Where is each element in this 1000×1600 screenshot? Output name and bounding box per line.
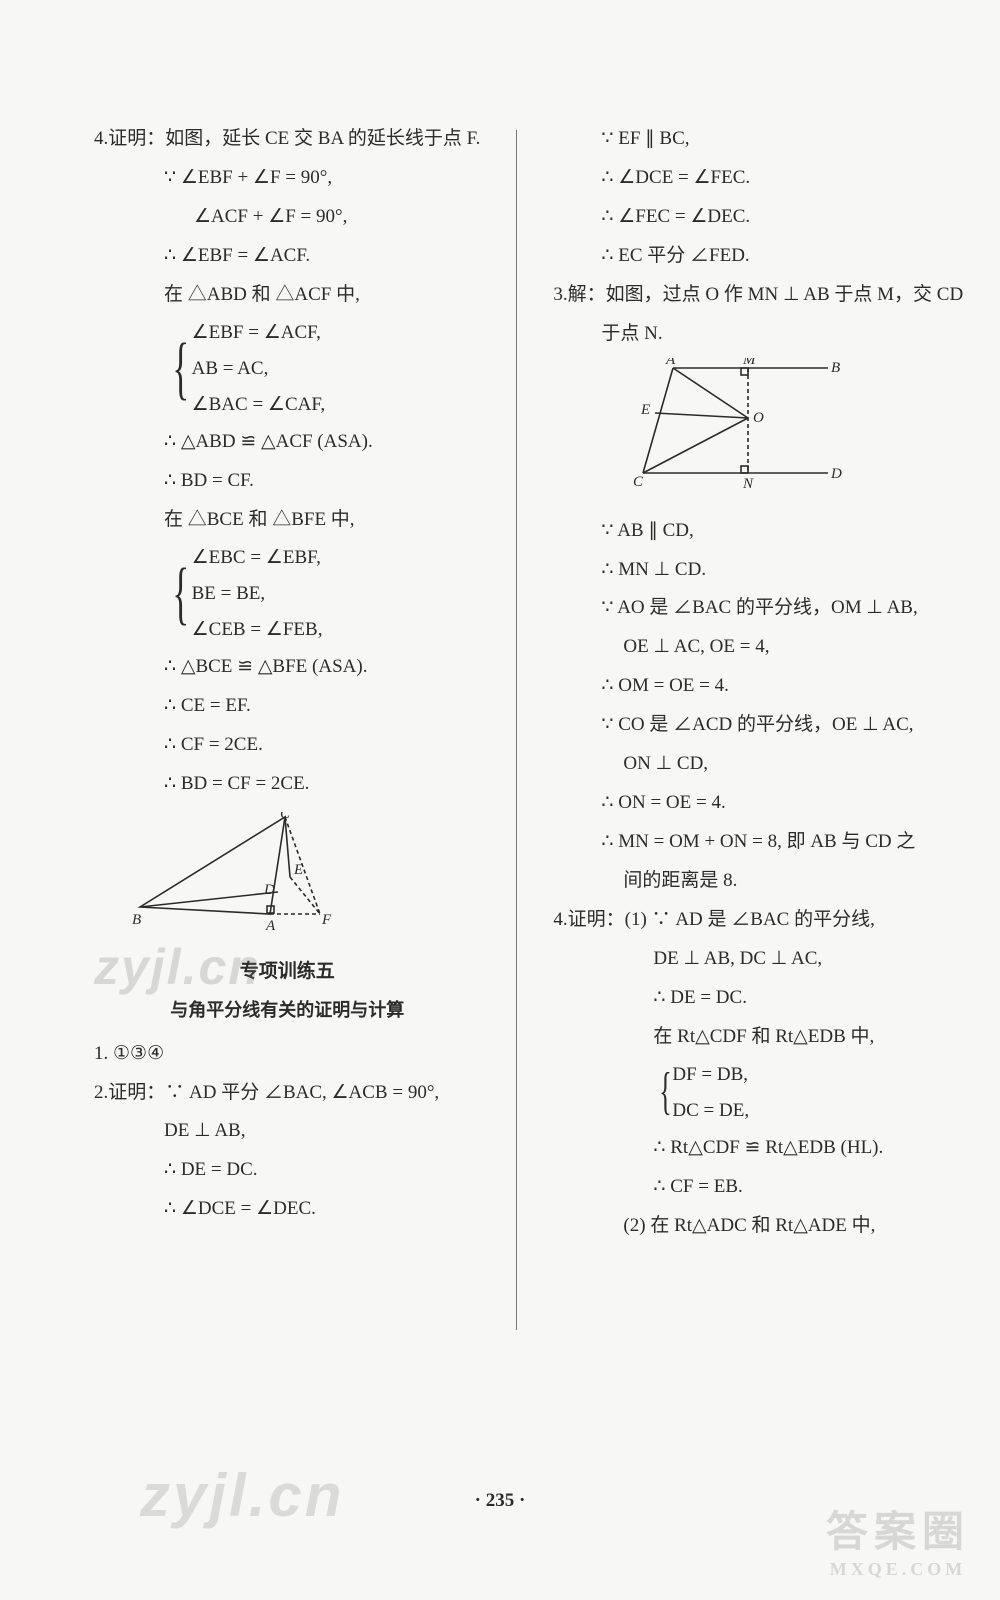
text-line: ∴ BD = CF. (94, 462, 480, 501)
text-line: ∴ MN = OM + ON = 8, 即 AB 与 CD 之 (553, 823, 963, 862)
text-line: ∠ACF + ∠F = 90°, (94, 198, 480, 237)
svg-text:C: C (280, 812, 291, 822)
text-line: ∴ ∠FEC = ∠DEC. (553, 198, 963, 237)
text-line: ∵ CO 是 ∠ACD 的平分线，OE ⊥ AC, (553, 706, 963, 745)
left-brace-icon: { (172, 315, 189, 423)
text-line: (2) 在 Rt△ADC 和 Rt△ADE 中, (553, 1207, 963, 1246)
text-line: ∴ EC 平分 ∠FED. (553, 237, 963, 276)
text-line: 2.证明：∵ AD 平分 ∠BAC, ∠ACB = 90°, (94, 1074, 480, 1113)
geometry-figure-left: B A F C D E (130, 812, 480, 947)
left-brace-icon: { (660, 1057, 672, 1129)
text-line: 于点 N. (553, 315, 963, 354)
text-line: 在 △BCE 和 △BFE 中, (94, 501, 480, 540)
brace-group: { ∠EBF = ∠ACF, AB = AC, ∠BAC = ∠CAF, (164, 315, 480, 423)
section-subheading: 与角平分线有关的证明与计算 (94, 992, 480, 1029)
text-line: ∴ ∠DCE = ∠DEC. (94, 1190, 480, 1229)
text-line: ∴ △BCE ≌ △BFE (ASA). (94, 648, 480, 687)
text-line: ∵ AB ∥ CD, (553, 512, 963, 551)
page: 4.证明：如图，延长 CE 交 BA 的延长线于点 F. ∵ ∠EBF + ∠F… (0, 0, 1000, 1600)
right-column: ∵ EF ∥ BC, ∴ ∠DCE = ∠FEC. ∴ ∠FEC = ∠DEC.… (553, 120, 963, 1540)
column-divider (516, 130, 517, 1330)
svg-text:O: O (753, 410, 764, 426)
text-line: ∴ △ABD ≌ △ACF (ASA). (94, 423, 480, 462)
brace-group: { DF = DB, DC = DE, (653, 1057, 963, 1129)
svg-text:E: E (640, 402, 650, 418)
text-line: ∵ AO 是 ∠BAC 的平分线，OM ⊥ AB, (553, 589, 963, 628)
svg-text:C: C (633, 474, 644, 490)
text-line: DC = DE, (672, 1093, 749, 1129)
text-line: ∠CEB = ∠FEB, (192, 612, 323, 648)
text-line: ∴ ON = OE = 4. (553, 784, 963, 823)
svg-text:F: F (321, 912, 332, 928)
text-line: 在 Rt△CDF 和 Rt△EDB 中, (553, 1018, 963, 1057)
geometry-figure-right: A M B E O C N D (633, 358, 963, 508)
svg-text:D: D (263, 882, 275, 898)
section-heading: 专项训练五 (94, 953, 480, 992)
text-line: AB = AC, (192, 351, 326, 387)
text-line: 4.证明：如图，延长 CE 交 BA 的延长线于点 F. (94, 120, 480, 159)
text-line: ∴ MN ⊥ CD. (553, 551, 963, 590)
text-line: ∴ CF = 2CE. (94, 726, 480, 765)
text-line: ∴ BD = CF = 2CE. (94, 765, 480, 804)
text-line: 3.解：如图，过点 O 作 MN ⊥ AB 于点 M，交 CD (553, 276, 963, 315)
text-line: OE ⊥ AC, OE = 4, (553, 628, 963, 667)
svg-text:B: B (831, 360, 840, 376)
svg-text:M: M (742, 358, 757, 368)
text-line: ∴ CF = EB. (553, 1168, 963, 1207)
text-line: 4.证明：(1) ∵ AD 是 ∠BAC 的平分线, (553, 901, 963, 940)
svg-text:E: E (293, 862, 303, 878)
text-line: BE = BE, (192, 576, 323, 612)
text-line: DF = DB, (672, 1057, 749, 1093)
text-line: ∴ DE = DC. (94, 1151, 480, 1190)
svg-text:B: B (132, 912, 141, 928)
text-line: DE ⊥ AB, DC ⊥ AC, (553, 940, 963, 979)
text-line: ∴ DE = DC. (553, 979, 963, 1018)
svg-text:A: A (265, 918, 276, 932)
left-column: 4.证明：如图，延长 CE 交 BA 的延长线于点 F. ∵ ∠EBF + ∠F… (94, 120, 480, 1540)
text-line: ∠BAC = ∠CAF, (192, 387, 326, 423)
svg-text:D: D (830, 466, 842, 482)
page-number: · 235 · (0, 1490, 1000, 1512)
text-line: DE ⊥ AB, (94, 1112, 480, 1151)
left-brace-icon: { (172, 540, 189, 648)
text-line: ∴ Rt△CDF ≌ Rt△EDB (HL). (553, 1129, 963, 1168)
brace-group: { ∠EBC = ∠EBF, BE = BE, ∠CEB = ∠FEB, (164, 540, 480, 648)
text-line: ∴ ∠DCE = ∠FEC. (553, 159, 963, 198)
text-line: ∴ OM = OE = 4. (553, 667, 963, 706)
text-line: ∵ ∠EBF + ∠F = 90°, (94, 159, 480, 198)
text-line: 1. ①③④ (94, 1035, 480, 1074)
svg-text:N: N (742, 476, 754, 492)
text-line: 在 △ABD 和 △ACF 中, (94, 276, 480, 315)
text-line: ∴ ∠EBF = ∠ACF. (94, 237, 480, 276)
text-line: ∠EBF = ∠ACF, (192, 315, 326, 351)
text-line: 间的距离是 8. (553, 862, 963, 901)
text-line: ∠EBC = ∠EBF, (192, 540, 323, 576)
svg-text:A: A (665, 358, 676, 368)
text-line: ON ⊥ CD, (553, 745, 963, 784)
text-line: ∵ EF ∥ BC, (553, 120, 963, 159)
text-line: ∴ CE = EF. (94, 687, 480, 726)
